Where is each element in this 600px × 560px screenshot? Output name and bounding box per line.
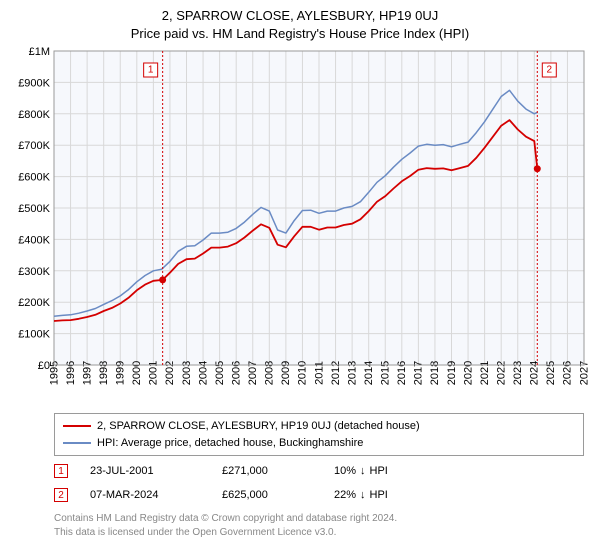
svg-text:2008: 2008: [264, 361, 276, 385]
point-delta: 10%↓HPI: [334, 465, 388, 477]
footer-line-1: Contains HM Land Registry data © Crown c…: [54, 512, 584, 526]
svg-text:2019: 2019: [446, 361, 458, 385]
svg-text:2001: 2001: [148, 361, 160, 385]
svg-text:£200K: £200K: [18, 297, 50, 309]
point-date: 23-JUL-2001: [90, 465, 200, 477]
point-price: £271,000: [222, 465, 312, 477]
svg-text:2014: 2014: [363, 361, 375, 385]
point-marker-box: 1: [54, 464, 68, 478]
price-chart: £0£100K£200K£300K£400K£500K£600K£700K£80…: [10, 47, 590, 407]
svg-text:2: 2: [547, 65, 553, 76]
svg-text:2015: 2015: [380, 361, 392, 385]
point-delta: 22%↓HPI: [334, 489, 388, 501]
svg-text:2004: 2004: [197, 361, 209, 385]
svg-text:2005: 2005: [214, 361, 226, 385]
svg-text:2017: 2017: [413, 361, 425, 385]
svg-text:£300K: £300K: [18, 266, 50, 278]
svg-text:1: 1: [148, 65, 154, 76]
svg-text:2007: 2007: [247, 361, 259, 385]
down-arrow-icon: ↓: [360, 489, 366, 501]
point-date: 07-MAR-2024: [90, 489, 200, 501]
svg-text:2012: 2012: [330, 361, 342, 385]
svg-text:2024: 2024: [529, 361, 541, 385]
svg-text:2013: 2013: [346, 361, 358, 385]
footer-line-2: This data is licensed under the Open Gov…: [54, 526, 584, 540]
svg-text:£100K: £100K: [18, 329, 50, 341]
svg-text:1997: 1997: [81, 361, 93, 385]
legend: 2, SPARROW CLOSE, AYLESBURY, HP19 0UJ (d…: [54, 413, 584, 456]
point-marker-box: 2: [54, 488, 68, 502]
svg-text:2009: 2009: [280, 361, 292, 385]
data-point-row: 2 07-MAR-2024 £625,000 22%↓HPI: [54, 488, 584, 502]
legend-label: 2, SPARROW CLOSE, AYLESBURY, HP19 0UJ (d…: [97, 418, 420, 435]
footer-attribution: Contains HM Land Registry data © Crown c…: [54, 512, 584, 539]
svg-text:2023: 2023: [512, 361, 524, 385]
svg-text:1996: 1996: [65, 361, 77, 385]
svg-text:£500K: £500K: [18, 203, 50, 215]
svg-text:2000: 2000: [131, 361, 143, 385]
svg-text:2022: 2022: [495, 361, 507, 385]
chart-subtitle: Price paid vs. HM Land Registry's House …: [10, 26, 590, 41]
svg-text:2016: 2016: [396, 361, 408, 385]
svg-text:2026: 2026: [562, 361, 574, 385]
legend-swatch: [63, 442, 91, 444]
legend-item: 2, SPARROW CLOSE, AYLESBURY, HP19 0UJ (d…: [63, 418, 575, 435]
chart-title: 2, SPARROW CLOSE, AYLESBURY, HP19 0UJ: [10, 8, 590, 23]
svg-text:£400K: £400K: [18, 234, 50, 246]
svg-text:£900K: £900K: [18, 77, 50, 89]
legend-item: HPI: Average price, detached house, Buck…: [63, 435, 575, 452]
point-price: £625,000: [222, 489, 312, 501]
svg-text:£800K: £800K: [18, 109, 50, 121]
svg-text:2021: 2021: [479, 361, 491, 385]
legend-swatch: [63, 425, 91, 427]
svg-text:2002: 2002: [164, 361, 176, 385]
svg-text:2010: 2010: [297, 361, 309, 385]
svg-text:2018: 2018: [429, 361, 441, 385]
legend-label: HPI: Average price, detached house, Buck…: [97, 435, 363, 452]
down-arrow-icon: ↓: [360, 465, 366, 477]
svg-text:2006: 2006: [230, 361, 242, 385]
data-point-row: 1 23-JUL-2001 £271,000 10%↓HPI: [54, 464, 584, 478]
svg-text:£1M: £1M: [29, 47, 50, 58]
svg-text:2020: 2020: [462, 361, 474, 385]
svg-text:1999: 1999: [115, 361, 127, 385]
svg-text:1998: 1998: [98, 361, 110, 385]
svg-text:£600K: £600K: [18, 172, 50, 184]
svg-text:2003: 2003: [181, 361, 193, 385]
data-points-table: 1 23-JUL-2001 £271,000 10%↓HPI 2 07-MAR-2024 £…: [54, 464, 584, 502]
svg-text:2025: 2025: [545, 361, 557, 385]
svg-text:£700K: £700K: [18, 140, 50, 152]
